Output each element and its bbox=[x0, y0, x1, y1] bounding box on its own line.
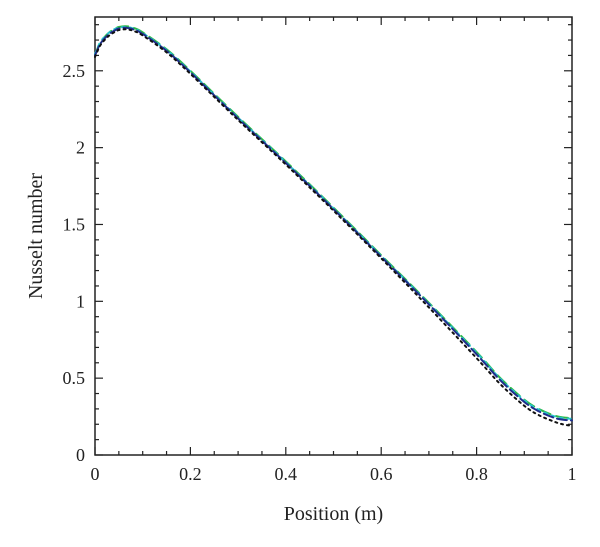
series-group bbox=[94, 25, 573, 427]
y-tick-label: 2 bbox=[76, 138, 85, 158]
x-tick-label: 0.4 bbox=[275, 464, 298, 484]
plot-frame bbox=[94, 16, 573, 456]
y-tick-label: 1.5 bbox=[63, 214, 86, 234]
y-tick-label: 1 bbox=[76, 291, 85, 311]
x-tick-label: 0.8 bbox=[465, 464, 488, 484]
axis-ticks bbox=[94, 17, 573, 456]
y-tick-label: 0.5 bbox=[63, 368, 86, 388]
x-tick-label: 0.6 bbox=[370, 464, 393, 484]
y-axis-label: Nusselt number bbox=[25, 173, 47, 299]
x-tick-label: 0.2 bbox=[179, 464, 202, 484]
series-line-4 bbox=[94, 28, 573, 427]
series-line-2 bbox=[94, 25, 573, 420]
series-line-1 bbox=[94, 25, 573, 420]
y-tick-label: 2.5 bbox=[63, 61, 86, 81]
x-tick-label: 0 bbox=[91, 464, 100, 484]
x-tick-label: 1 bbox=[568, 464, 577, 484]
series-line-3 bbox=[94, 26, 573, 422]
axis-tick-labels: 0 0.2 0.4 0.6 0.8 1 0 0.5 1 1.5 2 2.5 bbox=[63, 61, 577, 484]
y-tick-label: 0 bbox=[76, 445, 85, 465]
x-axis-label: Position (m) bbox=[284, 503, 383, 525]
